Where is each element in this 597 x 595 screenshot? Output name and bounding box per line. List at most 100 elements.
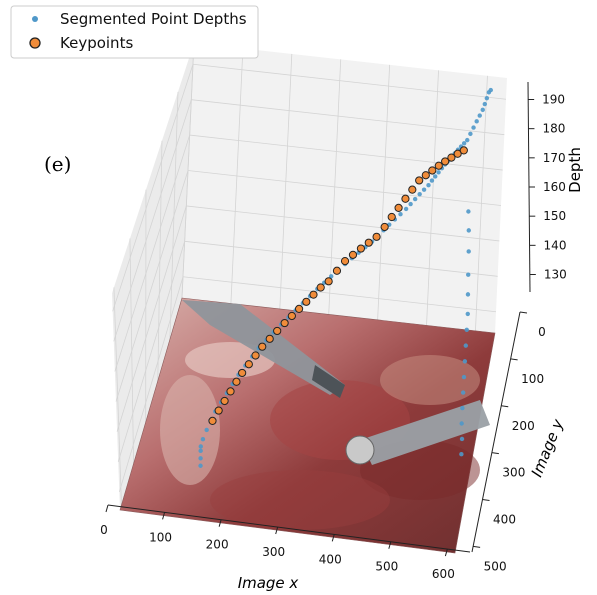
y-tick-label: 200 bbox=[512, 419, 535, 433]
segmented-point bbox=[468, 131, 473, 137]
keypoint bbox=[208, 416, 217, 426]
segmented-point bbox=[462, 359, 468, 364]
keypoint bbox=[415, 176, 424, 185]
segmented-point bbox=[480, 107, 485, 113]
axes-ticks: 0 100 200 300 400 500 600 0 100 200 300 400 500 130 14… bbox=[100, 93, 567, 582]
grid-line bbox=[114, 134, 191, 372]
segmented-point bbox=[426, 182, 431, 188]
segmented-point bbox=[198, 448, 203, 454]
keypoint bbox=[294, 304, 304, 314]
y-axis-line bbox=[471, 311, 521, 553]
instrument-tip bbox=[312, 365, 345, 398]
legend-marker-keypoints bbox=[29, 37, 41, 49]
x-tick-label: 300 bbox=[262, 545, 285, 559]
y-tick-mark bbox=[473, 545, 481, 548]
segmented-point bbox=[433, 174, 438, 179]
keypoint bbox=[265, 334, 274, 343]
tissue-region bbox=[210, 470, 390, 530]
axes-grid bbox=[112, 42, 507, 506]
segmented-point bbox=[461, 374, 467, 380]
grid-line bbox=[118, 276, 184, 493]
segmented-point bbox=[471, 125, 476, 130]
grid-line bbox=[189, 134, 503, 171]
keypoint bbox=[459, 146, 468, 155]
keypoint bbox=[394, 203, 403, 213]
keypoint bbox=[421, 171, 430, 180]
y-tick-mark bbox=[491, 452, 499, 455]
segmented-point bbox=[429, 178, 435, 183]
x-tick-label: 0 bbox=[100, 523, 108, 537]
data-points bbox=[198, 87, 493, 468]
keypoint bbox=[453, 149, 462, 158]
z-tick-label: 160 bbox=[543, 180, 566, 194]
keypoint bbox=[387, 212, 396, 222]
y-tick-label: 500 bbox=[484, 559, 507, 573]
y-tick-mark bbox=[519, 311, 528, 314]
legend-entry-segmented: Segmented Point Depths bbox=[60, 10, 247, 28]
instrument-shaft bbox=[360, 400, 490, 465]
segmented-point bbox=[200, 437, 206, 442]
grid-line bbox=[113, 287, 122, 506]
legend-marker-segmented bbox=[32, 16, 38, 22]
grid-line bbox=[328, 59, 342, 315]
keypoint bbox=[372, 232, 381, 241]
x-tick-mark bbox=[218, 519, 222, 527]
z-tick-label: 140 bbox=[544, 238, 567, 252]
grid-line bbox=[113, 99, 192, 342]
grid-line bbox=[279, 53, 293, 309]
keypoint bbox=[226, 387, 235, 396]
z-axis-label: Depth bbox=[566, 147, 584, 193]
segmented-point bbox=[436, 170, 441, 175]
grid-line bbox=[426, 70, 439, 326]
grid-line bbox=[191, 99, 505, 136]
keypoint bbox=[251, 351, 260, 360]
grid-line bbox=[115, 170, 189, 402]
segmented-point bbox=[398, 211, 403, 217]
grid-line bbox=[181, 42, 195, 299]
segmented-point bbox=[466, 249, 471, 254]
grid-line bbox=[182, 276, 497, 313]
segmented-point bbox=[464, 327, 469, 333]
grid-line bbox=[157, 140, 163, 381]
grid-line bbox=[129, 238, 134, 464]
grid-line bbox=[187, 170, 502, 206]
keypoint bbox=[214, 406, 223, 415]
keypoint bbox=[408, 185, 417, 194]
keypoint bbox=[380, 222, 389, 232]
segmented-point bbox=[459, 452, 464, 457]
grid-line bbox=[186, 205, 500, 242]
tissue-highlight bbox=[185, 342, 275, 378]
x-tick-label: 500 bbox=[375, 560, 398, 574]
segmented-point bbox=[477, 113, 482, 118]
x-tick-label: 100 bbox=[149, 530, 172, 544]
segmented-point bbox=[421, 187, 427, 192]
keypoint bbox=[356, 244, 366, 253]
grid-line bbox=[112, 64, 194, 312]
x-axis-line bbox=[107, 504, 471, 553]
segmented-point bbox=[465, 137, 470, 143]
y-tick-mark bbox=[482, 499, 490, 501]
z-tick-label: 150 bbox=[543, 209, 566, 223]
panel-label: (e) bbox=[44, 152, 71, 176]
keypoint bbox=[340, 257, 350, 266]
grid-line bbox=[377, 64, 391, 320]
grid-line bbox=[169, 91, 179, 340]
x-tick-label: 600 bbox=[432, 567, 455, 581]
keypoint bbox=[287, 311, 296, 321]
tissue-highlight bbox=[380, 355, 480, 405]
grid-line bbox=[117, 241, 186, 462]
segmented-point bbox=[408, 201, 413, 207]
x-tick-mark bbox=[331, 534, 335, 542]
tissue-highlight bbox=[160, 375, 220, 485]
keypoint bbox=[238, 368, 247, 378]
x-axis-label: Image x bbox=[238, 574, 299, 592]
legend-entry-keypoints: Keypoints bbox=[60, 34, 133, 52]
keypoint bbox=[244, 360, 253, 369]
x-tick-label: 400 bbox=[319, 552, 342, 566]
y-tick-mark bbox=[501, 405, 509, 408]
z-tick-label: 190 bbox=[542, 93, 565, 107]
segmented-point bbox=[484, 95, 490, 101]
keypoint bbox=[232, 377, 241, 386]
segmented-point bbox=[329, 274, 334, 279]
keypoint bbox=[441, 157, 450, 166]
